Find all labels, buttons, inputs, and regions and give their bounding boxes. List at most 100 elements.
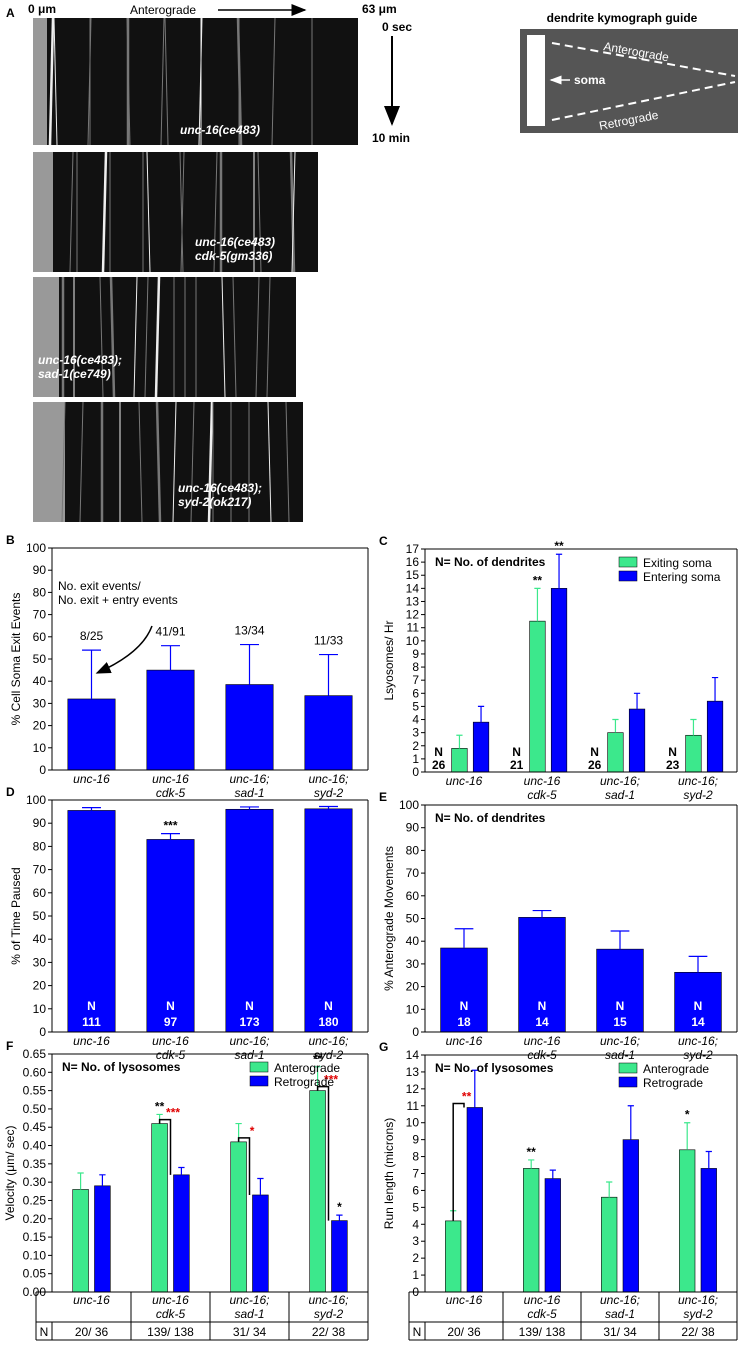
comparison-bracket: [452, 1102, 465, 1221]
bar: [550, 588, 568, 773]
kymograph-trace: [172, 401, 177, 523]
kymograph-trace: [87, 17, 92, 146]
y-tick-label: 80: [33, 585, 47, 599]
error-bar: [534, 587, 541, 622]
kymograph-trace: [79, 401, 84, 523]
kymograph-label: unc-16(ce483); sad-1(ce749): [38, 353, 122, 381]
annotation-arrow: [95, 625, 153, 674]
bar: [230, 1141, 247, 1293]
bar: [309, 1090, 326, 1293]
x-tick-label: unc-16: [73, 772, 110, 786]
kymograph-trace: [101, 151, 108, 273]
n-label: N: [668, 745, 677, 759]
n-label: N: [512, 745, 521, 759]
error-bar: [705, 1150, 712, 1169]
y-tick-label: 60: [406, 889, 420, 903]
kymograph: [33, 402, 303, 522]
error-bar: [82, 807, 101, 811]
table-label: N: [40, 1325, 49, 1339]
y-tick-label: 14: [406, 1048, 420, 1062]
kymograph-trace: [190, 401, 195, 523]
y-tick-label: 80: [33, 839, 47, 853]
significance: **: [527, 1145, 537, 1159]
kymograph-trace: [257, 151, 262, 273]
y-tick-label: 0.50: [23, 1102, 47, 1116]
note: N= No. of dendrites: [435, 555, 546, 569]
n-count: 180: [318, 1015, 338, 1029]
error-bar: [336, 1214, 343, 1221]
significance: **: [313, 1052, 323, 1066]
kymograph-trace: [154, 276, 161, 398]
kymograph-trace: [179, 151, 184, 273]
n-count: 14: [535, 1015, 549, 1029]
panel-letter: G: [379, 1040, 388, 1054]
x-tick-label: unc-16; syd-2: [308, 772, 348, 800]
x-tick-label: unc-16 cdk-5: [524, 1293, 561, 1321]
error-bar: [454, 928, 474, 949]
y-tick-label: 9: [412, 1133, 419, 1147]
comparison-significance: ***: [324, 1073, 338, 1087]
bar: [252, 1194, 269, 1293]
bar: [94, 1185, 111, 1293]
kymograph-trace: [160, 17, 165, 146]
significance: **: [554, 539, 564, 553]
distance-end: 63 μm: [362, 2, 397, 16]
bar: [67, 810, 116, 1033]
y-tick-label: 100: [26, 793, 46, 807]
kymograph-label: unc-16(ce483); syd-2(ok217): [178, 481, 262, 509]
kymograph-trace: [198, 17, 203, 146]
panel-letter: C: [379, 534, 388, 548]
kymograph-guide: dendrite kymograph guide soma Anterograd…: [520, 11, 738, 133]
error-bar: [471, 1069, 478, 1108]
error-bar: [477, 705, 485, 723]
x-tick-label: unc-16 cdk-5: [152, 772, 189, 800]
kymograph-trace: [180, 151, 185, 273]
kymograph-label: unc-16(ce483): [180, 123, 260, 137]
x-tick-label: unc-16; syd-2: [678, 1293, 718, 1321]
y-axis-title: Velocity (μm/ sec): [3, 1126, 17, 1221]
y-tick-label: 0.20: [23, 1212, 47, 1226]
kymograph-soma: [33, 18, 47, 145]
error-bar: [77, 1172, 84, 1190]
bar: [151, 1123, 168, 1293]
bar: [685, 734, 702, 773]
panel-letter: F: [6, 1039, 13, 1053]
y-tick-label: 40: [406, 934, 420, 948]
y-tick-label: 10: [33, 1002, 47, 1016]
x-tick-label: unc-16 cdk-5: [152, 1293, 189, 1321]
comparison-bracket: [158, 1118, 172, 1175]
x-tick-label: unc-16: [446, 1034, 483, 1048]
note: N= No. of dendrites: [435, 811, 546, 825]
y-tick-label: 0.35: [23, 1157, 47, 1171]
y-tick-label: 0.30: [23, 1175, 47, 1189]
time-start: 0 sec: [382, 20, 412, 34]
guide-soma: [527, 35, 545, 126]
kymograph: [33, 152, 318, 272]
y-tick-label: 70: [33, 608, 47, 622]
y-tick-label: 3: [412, 1234, 419, 1248]
y-tick-label: 90: [33, 563, 47, 577]
n-count: 26: [588, 758, 602, 772]
error-bar: [319, 653, 338, 696]
x-tick-label: unc-16; sad-1: [229, 1293, 269, 1321]
legend-swatch: [249, 1061, 269, 1073]
n-count: 21: [510, 758, 524, 772]
guide-line: [551, 81, 736, 121]
bar: [706, 700, 724, 773]
time-end: 10 min: [372, 131, 410, 145]
legend-label: Anterograde: [274, 1061, 340, 1075]
kymograph: [33, 18, 358, 145]
kymograph-soma: [33, 402, 65, 522]
y-tick-label: 6: [412, 686, 419, 700]
y-tick-label: 0.05: [23, 1267, 47, 1281]
n-label: N: [87, 999, 96, 1013]
legend-label: Retrograde: [643, 1076, 703, 1090]
bar: [529, 620, 546, 773]
n-label: N: [245, 999, 254, 1013]
table-grid: [408, 1291, 738, 1341]
x-tick-label: unc-16; sad-1: [600, 1293, 640, 1321]
y-tick-label: 7: [412, 1167, 419, 1181]
y-tick-label: 16: [406, 555, 420, 569]
significance: *: [685, 1108, 690, 1122]
